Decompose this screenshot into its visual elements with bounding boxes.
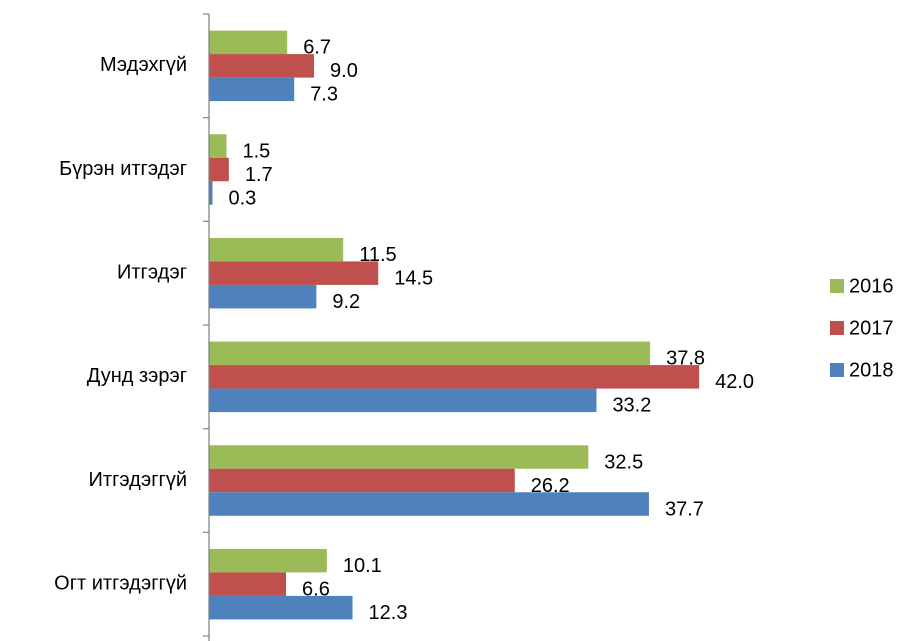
legend-swatch-2017 <box>830 321 844 335</box>
bar-2018 <box>209 388 597 413</box>
data-label: 1.5 <box>243 140 271 162</box>
data-label: 9.2 <box>332 291 360 313</box>
legend-label-2017: 2017 <box>849 317 894 339</box>
value-labels: 6.79.07.3 1.51.70.3 11.514.5 9.2 37.8 42.0 33.… <box>229 37 755 624</box>
bars-layer <box>209 30 700 620</box>
bar-2018 <box>209 595 353 620</box>
category-label: Мэдэхгүй <box>100 54 187 76</box>
category-label: Огт итгэдэггүй <box>54 572 187 594</box>
bar-2016 <box>209 30 288 55</box>
data-label: 11.5 <box>359 244 396 266</box>
category-label: Итгэдэг <box>117 261 187 283</box>
data-label: 6.7 <box>303 37 331 59</box>
data-label: 42.0 <box>715 371 754 393</box>
legend-label-2018: 2018 <box>849 359 894 381</box>
data-label: 14.5 <box>394 267 433 289</box>
legend-swatch-2018 <box>830 363 844 377</box>
data-label: 1.7 <box>245 164 273 186</box>
data-label: 37.7 <box>665 498 704 520</box>
bar-2016 <box>209 134 227 158</box>
category-label: Итгэдэггүй <box>89 469 187 491</box>
bar-2016 <box>209 237 344 262</box>
bar-2017 <box>209 261 379 285</box>
data-label: 10.1 <box>343 555 382 577</box>
data-label: 32.5 <box>604 451 643 473</box>
bar-2017 <box>209 365 700 389</box>
data-label: 26.2 <box>531 475 570 497</box>
bar-2016 <box>209 341 651 366</box>
category-label: Дунд зэрэг <box>87 365 187 387</box>
bar-2016 <box>209 548 327 573</box>
bar-2017 <box>209 157 229 182</box>
bar-2018 <box>209 181 213 205</box>
legend-label-2016: 2016 <box>849 275 894 297</box>
data-label: 7.3 <box>310 84 338 106</box>
bar-2017 <box>209 468 515 493</box>
bar-2018 <box>209 77 295 102</box>
data-label: 33.2 <box>612 395 651 417</box>
bar-2018 <box>209 284 317 309</box>
data-label: 0.3 <box>229 187 257 209</box>
data-label: 9.0 <box>330 60 358 82</box>
bar-2016 <box>209 445 589 469</box>
category-labels: Мэдэхгүй Бүрэн итгэдэг Итгэдэг Дунд зэрэг Ит… <box>54 54 187 594</box>
bar-2017 <box>209 572 287 596</box>
data-label: 12.3 <box>369 602 408 624</box>
legend: 2016 2017 2018 <box>830 275 894 381</box>
bar-2017 <box>209 54 315 78</box>
bar-2018 <box>209 492 649 516</box>
legend-swatch-2016 <box>830 279 844 293</box>
category-axis <box>203 13 210 641</box>
data-label: 6.6 <box>302 578 330 600</box>
data-label: 37.8 <box>666 348 705 370</box>
category-label: Бүрэн итгэдэг <box>59 158 187 180</box>
